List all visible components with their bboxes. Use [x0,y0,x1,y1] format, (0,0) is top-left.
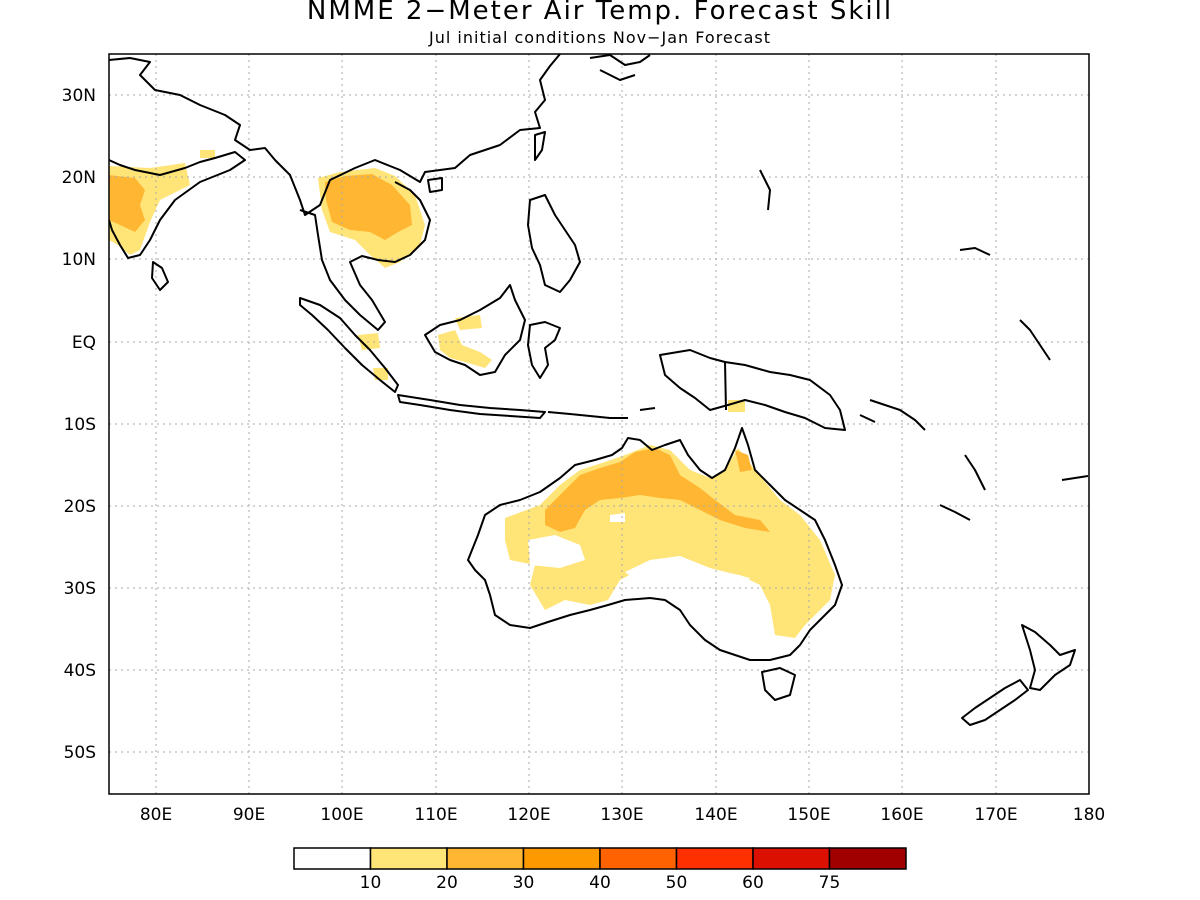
coast-fiji [1061,475,1089,481]
lat-label-30s: 30S [64,579,96,599]
lon-label-180: 180 [1073,805,1105,825]
skill-shade-sumatra [358,333,380,350]
map-subtitle: Jul initial conditions Nov−Jan Forecast [429,28,771,47]
colorbar-swatch [828,847,907,870]
lon-label-140e: 140E [694,805,737,825]
lat-label-20s: 20S [64,497,96,517]
colorbar: 10 20 30 40 50 60 75 [293,847,907,893]
colorbar-label: 50 [666,873,688,893]
skill-gap-south-central [625,556,750,605]
colorbar-swatch [675,847,754,870]
coast-asia [109,54,561,216]
coast-indochina [299,181,431,331]
coast-sulawesi [527,321,561,379]
skill-shade-indochina-strong [325,174,412,240]
skill-shade-borneo-north [455,315,482,330]
lon-label-170e: 170E [974,805,1017,825]
lon-label-110e: 110E [414,805,457,825]
map-title: NMME 2−Meter Air Temp. Forecast Skill [306,0,894,26]
coast-nz-north [1021,624,1076,691]
lon-label-130e: 130E [600,805,643,825]
colorbar-swatch [522,847,601,870]
coast-marshall-islands [1019,319,1051,361]
coast-java [397,394,546,419]
coast-japan [589,54,651,81]
coast-borneo [424,284,526,376]
coast-taiwan [534,131,546,161]
coastlines [109,54,1089,726]
coast-australia [467,427,843,661]
lon-label-80e: 80E [140,805,172,825]
skill-shade-cape-york [735,450,752,472]
skill-shade-india-strong [109,175,145,232]
colorbar-label: 20 [436,873,458,893]
colorbar-swatch [293,847,372,870]
coast-lesser-sunda [547,407,656,419]
coast-tasmania [761,667,796,701]
lon-label-160e: 160E [880,805,923,825]
skill-shade-north-india [200,150,215,158]
coast-new-guinea [659,349,846,431]
lon-label-100e: 100E [320,805,363,825]
skill-gap-central-west [528,535,585,568]
lat-tick-labels: 30N 20N 10N EQ 10S 20S 30S 40S 50S [62,86,96,763]
colorbar-swatch [446,847,525,870]
skill-shade-borneo [438,330,492,368]
lat-label-40s: 40S [64,661,96,681]
colorbar-label: 30 [513,873,535,893]
colorbar-label: 60 [742,873,764,893]
colorbar-label: 10 [360,873,382,893]
coast-vanuatu [939,454,986,521]
lon-label-90e: 90E [233,805,265,825]
coast-hainan [427,177,443,193]
coast-png-border [724,361,727,411]
coast-philippines [527,194,581,293]
lat-label-50s: 50S [64,743,96,763]
lat-label-10n: 10N [62,250,96,270]
colorbar-label: 75 [819,873,841,893]
coast-solomon [859,399,926,431]
lon-label-120e: 120E [507,805,550,825]
grid-lines [109,54,1089,794]
colorbar-label: 40 [589,873,611,893]
coast-caroline-islands [759,169,991,256]
coast-india [109,151,246,259]
lon-label-150e: 150E [787,805,830,825]
coast-nz-south [961,679,1029,726]
colorbar-swatch [599,847,678,870]
lat-label-10s: 10S [64,415,96,435]
lat-label-eq: EQ [72,333,96,353]
lat-label-20n: 20N [62,168,96,188]
coast-sri-lanka [151,261,169,291]
lat-label-30n: 30N [62,86,96,106]
lon-tick-labels: 80E 90E 100E 110E 120E 130E 140E 150E 16… [140,805,1105,825]
skill-shade-australia-strong [545,448,770,532]
colorbar-swatch [752,847,831,870]
plot-frame [108,53,1090,795]
coast-sumatra [299,297,399,393]
skill-gap-small [610,513,625,522]
shading-layer [109,150,835,638]
colorbar-swatch [369,847,448,870]
